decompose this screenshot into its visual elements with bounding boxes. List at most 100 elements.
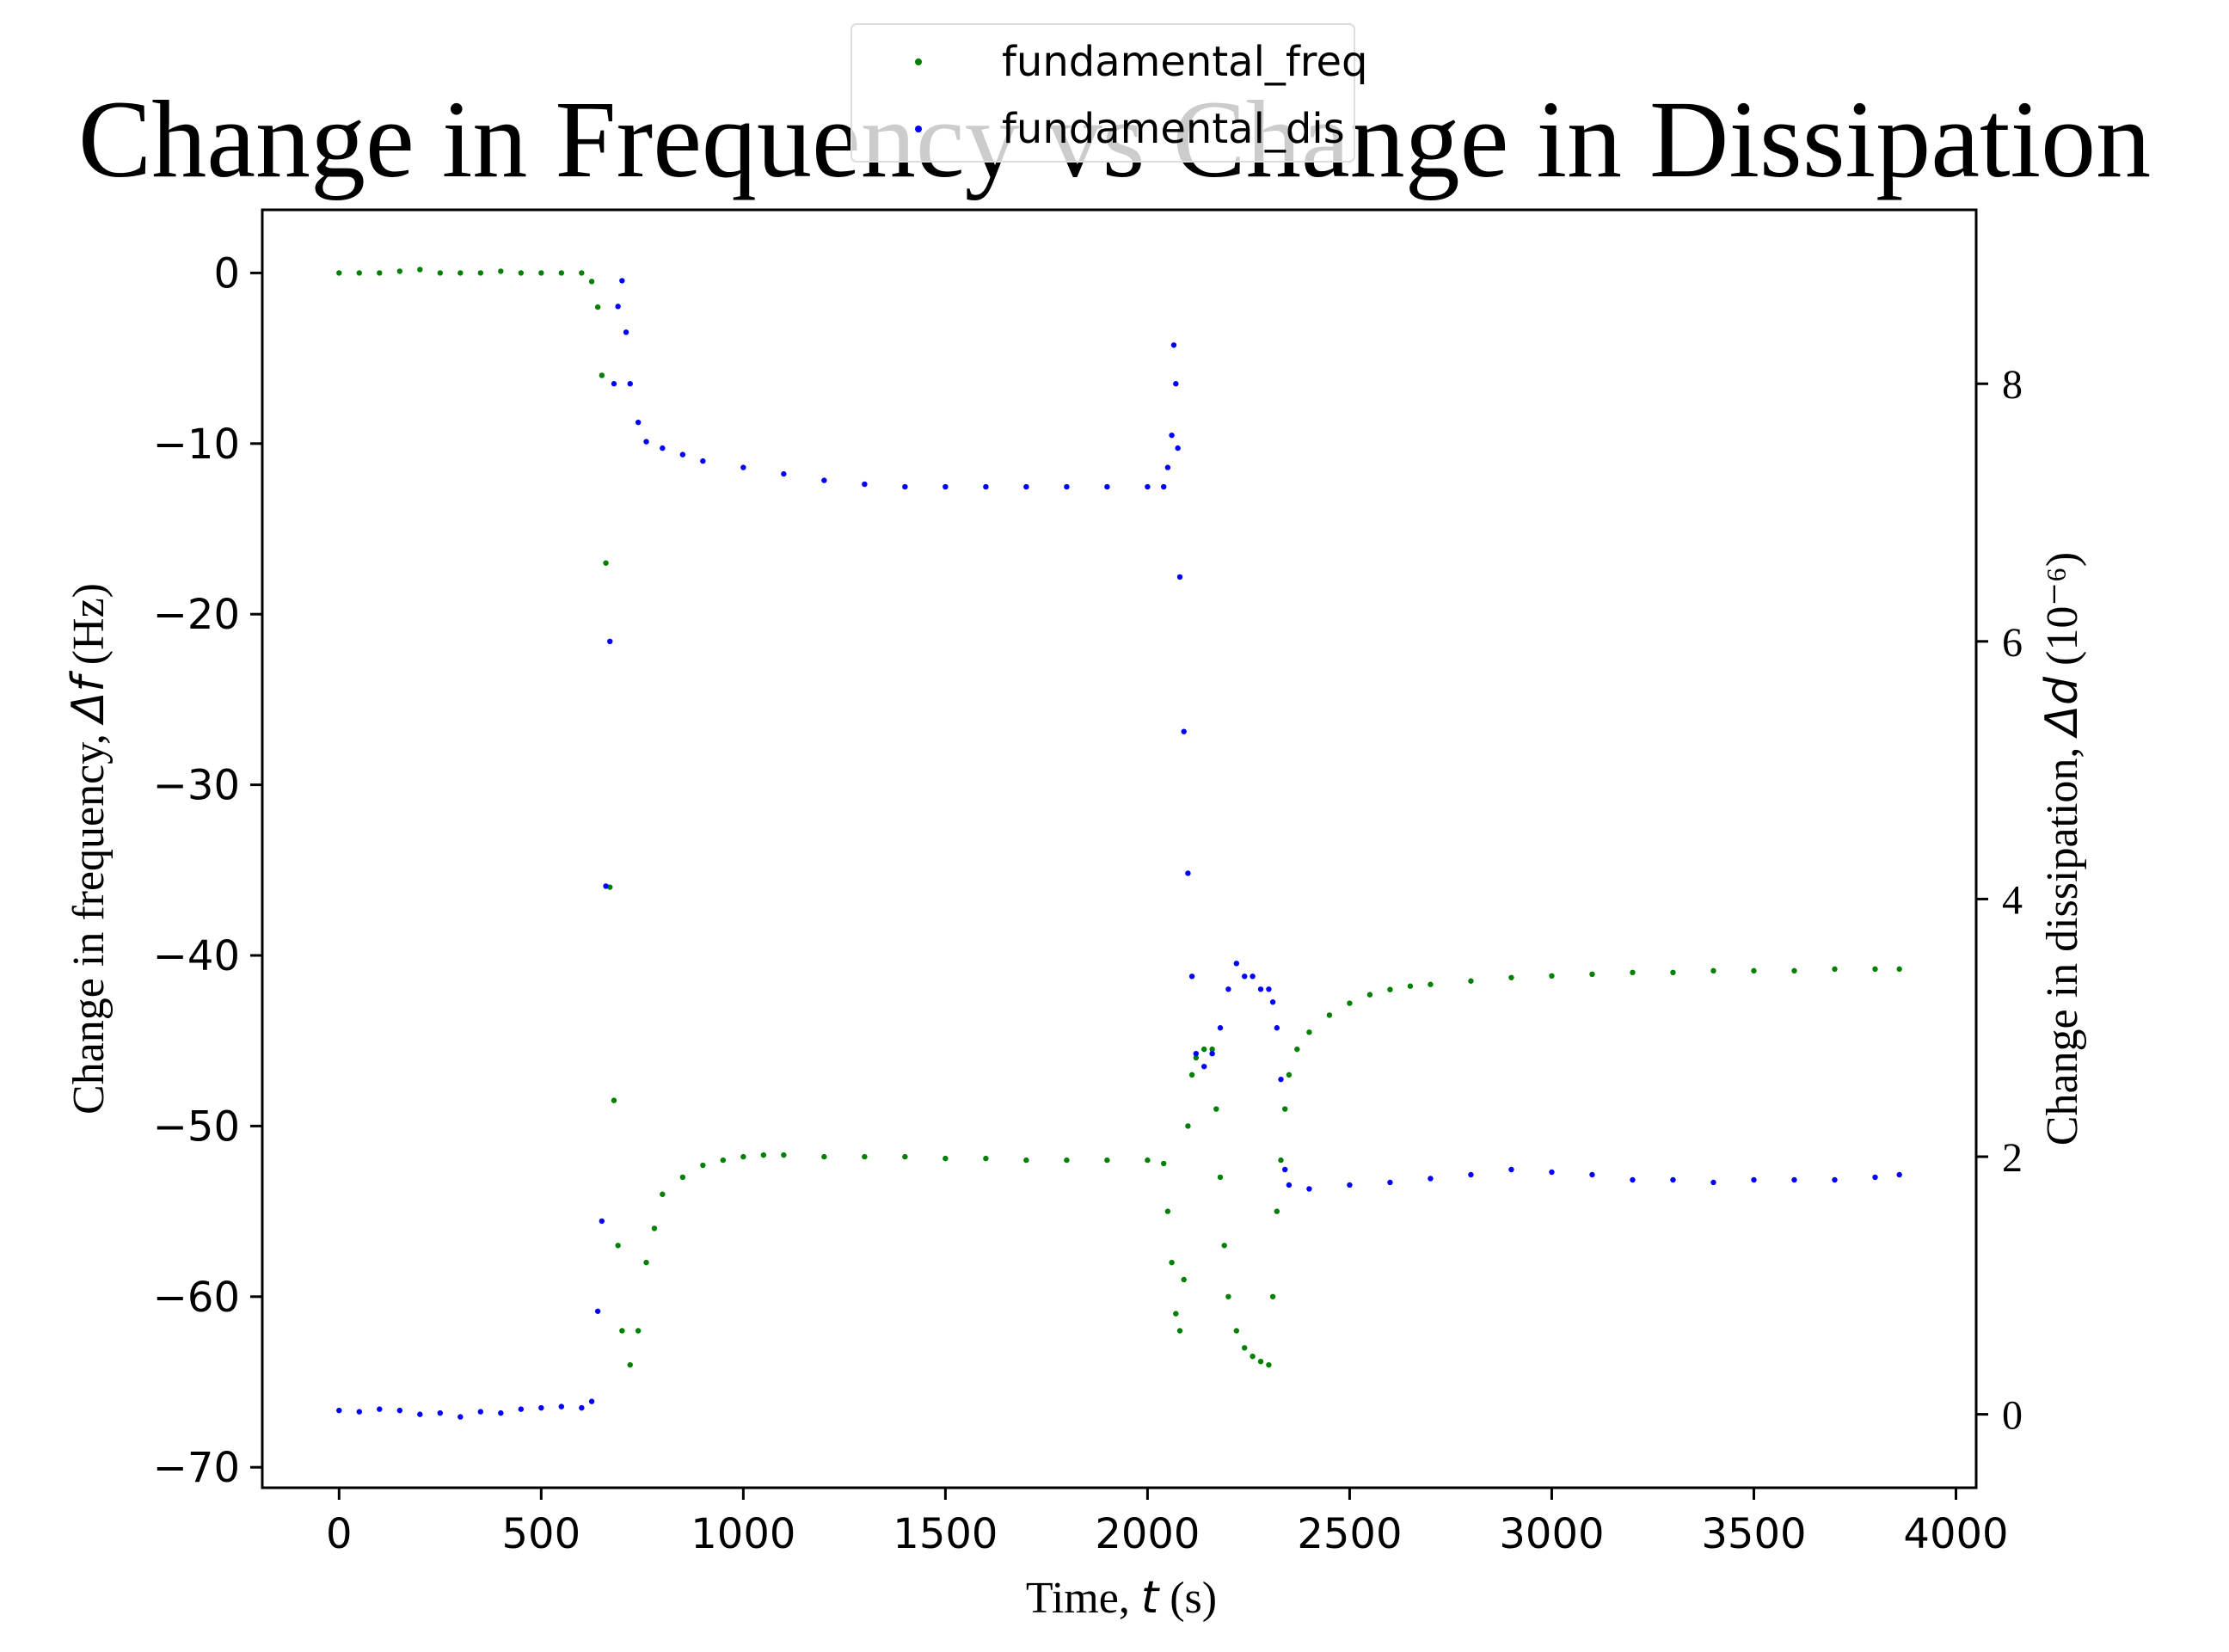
freq-point xyxy=(1306,1029,1312,1035)
dis-point xyxy=(1832,1176,1838,1183)
dis-point xyxy=(1278,1076,1284,1083)
dis-point xyxy=(1589,1171,1595,1178)
x-tick-label: 1500 xyxy=(893,1510,998,1558)
left-y-axis-label-prefix: Change in frequency, xyxy=(64,722,114,1115)
freq-point xyxy=(1896,966,1902,973)
freq-point xyxy=(1201,1046,1207,1053)
dis-point xyxy=(1791,1176,1797,1183)
dis-point xyxy=(1269,999,1276,1005)
dis-point xyxy=(619,278,625,284)
dis-point xyxy=(1169,432,1175,439)
x-axis-label: Time, t (s) xyxy=(1026,1572,1217,1624)
series-fundamental-freq xyxy=(336,267,1902,1368)
freq-point xyxy=(1549,973,1555,980)
dis-point xyxy=(1209,1050,1215,1057)
dis-point xyxy=(336,1407,342,1414)
freq-point xyxy=(518,270,525,276)
freq-point xyxy=(477,270,484,276)
freq-point xyxy=(1173,1311,1179,1317)
dis-point xyxy=(1428,1176,1434,1182)
dis-point xyxy=(599,1218,605,1225)
freq-point xyxy=(1294,1046,1300,1053)
freq-point xyxy=(1428,981,1434,987)
dis-point xyxy=(1896,1171,1902,1178)
freq-point xyxy=(1278,1157,1284,1164)
legend: fundamental_freq fundamental_dis xyxy=(850,23,1367,163)
freq-point xyxy=(1188,1072,1195,1078)
freq-point xyxy=(1185,1123,1191,1129)
freq-point xyxy=(457,270,464,276)
x-tick-label: 4000 xyxy=(1903,1510,2008,1558)
freq-point xyxy=(1176,1328,1183,1334)
x-tick-label: 2500 xyxy=(1297,1510,1402,1558)
plot-area-frame xyxy=(261,208,1978,1489)
freq-point xyxy=(821,1153,827,1160)
dis-point xyxy=(1468,1171,1474,1178)
dis-point xyxy=(611,381,617,387)
freq-point xyxy=(1217,1174,1224,1181)
freq-point xyxy=(902,1153,908,1160)
x-tick-label: 2000 xyxy=(1095,1510,1200,1558)
freq-point xyxy=(588,279,595,285)
dis-point xyxy=(1257,986,1264,992)
right-y-axis-label-suffix: (10⁻⁶) xyxy=(2038,552,2087,677)
dis-point xyxy=(437,1409,444,1416)
dis-point xyxy=(396,1407,403,1414)
freq-point xyxy=(1023,1157,1029,1164)
dis-point xyxy=(1064,483,1070,490)
freq-point xyxy=(983,1155,989,1162)
freq-point xyxy=(1468,978,1474,984)
freq-point xyxy=(1266,1361,1272,1368)
legend-label-freq: fundamental_freq xyxy=(1002,38,1367,86)
dis-point xyxy=(1193,1050,1200,1057)
x-axis-label-symbol: t xyxy=(1141,1572,1160,1624)
freq-point xyxy=(1193,1054,1200,1061)
dis-point xyxy=(1630,1176,1636,1183)
dis-point xyxy=(740,464,746,470)
freq-point xyxy=(1221,1243,1227,1249)
freq-point xyxy=(760,1151,767,1158)
freq-point xyxy=(1282,1106,1288,1112)
dis-point xyxy=(1387,1179,1393,1186)
legend-box xyxy=(850,23,1355,163)
freq-point xyxy=(619,1328,625,1334)
dis-point xyxy=(1670,1176,1676,1183)
dis-point xyxy=(1104,483,1110,490)
dis-point xyxy=(1282,1166,1288,1173)
dis-point xyxy=(781,470,787,477)
dis-point xyxy=(603,883,609,889)
freq-point xyxy=(1286,1072,1293,1078)
freq-point xyxy=(558,270,565,276)
freq-point xyxy=(1872,966,1878,973)
dis-point xyxy=(660,445,666,451)
freq-point xyxy=(660,1191,666,1197)
left-y-tick-label: −60 xyxy=(153,1274,240,1322)
left-y-axis-label-symbol: Δf xyxy=(63,671,114,727)
dis-point xyxy=(1173,381,1179,387)
freq-point xyxy=(1407,983,1414,989)
left-y-axis-label-suffix: (Hz) xyxy=(64,583,114,676)
freq-point xyxy=(1387,986,1393,992)
dis-point xyxy=(1181,728,1187,734)
x-tick-label: 500 xyxy=(502,1510,581,1558)
freq-point xyxy=(651,1225,658,1231)
dis-point xyxy=(579,1404,585,1411)
dis-point xyxy=(538,1404,544,1411)
freq-point xyxy=(1791,967,1797,974)
dis-point xyxy=(1872,1174,1878,1181)
freq-point xyxy=(599,372,605,378)
dis-point xyxy=(1751,1176,1757,1183)
freq-point xyxy=(1145,1157,1151,1164)
freq-point xyxy=(862,1153,868,1160)
dis-point xyxy=(1286,1182,1293,1188)
dis-point xyxy=(700,458,706,464)
freq-point xyxy=(1225,1293,1231,1299)
dis-point xyxy=(1306,1186,1312,1192)
dis-point xyxy=(943,483,949,490)
freq-point xyxy=(1710,967,1716,974)
left-y-tick-label: −40 xyxy=(153,932,240,980)
dis-point xyxy=(1347,1182,1353,1188)
dis-point xyxy=(862,481,868,488)
